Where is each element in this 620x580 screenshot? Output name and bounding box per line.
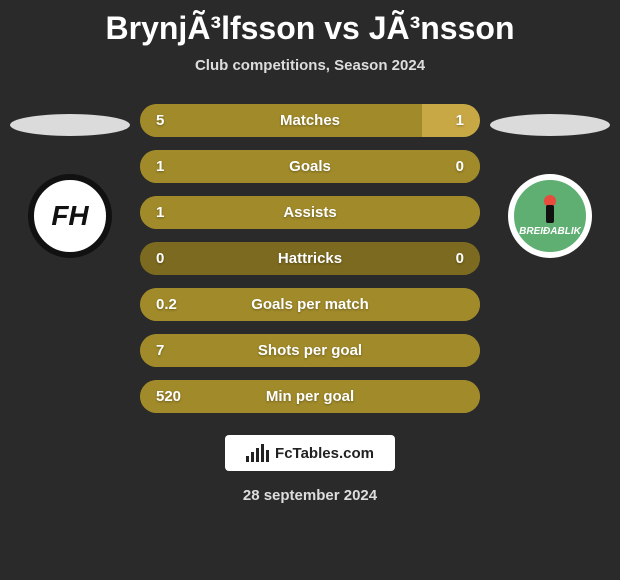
body-row: FH 5 Matches 1 1 Goals 0 1 Assists 0 Hattricks 0 0.… — [10, 104, 610, 413]
stat-label: Assists — [283, 204, 336, 221]
club-logo-right: BREIÐABLIK — [508, 174, 592, 258]
player-silhouette-left — [10, 114, 130, 136]
stat-label: Hattricks — [278, 250, 342, 267]
stat-label: Min per goal — [266, 388, 354, 405]
stat-value-left: 7 — [156, 342, 164, 359]
club-logo-left: FH — [28, 174, 112, 258]
club-abbrev-left: FH — [51, 200, 88, 232]
stat-value-right: 0 — [456, 158, 464, 175]
stats-column: 5 Matches 1 1 Goals 0 1 Assists 0 Hattricks 0 0.2 Go… — [140, 104, 480, 413]
footer-brand-text: FcTables.com — [275, 445, 374, 462]
stat-value-right: 1 — [456, 112, 464, 129]
torch-icon — [540, 195, 560, 223]
stat-bar: 1 Goals 0 — [140, 150, 480, 183]
subtitle: Club competitions, Season 2024 — [10, 57, 610, 74]
stat-value-left: 1 — [156, 204, 164, 221]
bars-icon — [246, 444, 269, 462]
page-title: BrynjÃ³lfsson vs JÃ³nsson — [10, 10, 610, 47]
footer-brand-badge: FcTables.com — [225, 435, 395, 471]
left-player-column: FH — [10, 104, 130, 258]
stat-bar: 5 Matches 1 — [140, 104, 480, 137]
stat-bar: 0.2 Goals per match — [140, 288, 480, 321]
stat-value-left: 0.2 — [156, 296, 177, 313]
stat-label: Shots per goal — [258, 342, 362, 359]
stat-value-right: 0 — [456, 250, 464, 267]
stat-label: Goals per match — [251, 296, 369, 313]
date-text: 28 september 2024 — [10, 487, 610, 504]
stat-label: Matches — [280, 112, 340, 129]
stat-value-left: 520 — [156, 388, 181, 405]
right-player-column: BREIÐABLIK — [490, 104, 610, 258]
stat-value-left: 1 — [156, 158, 164, 175]
stat-bar: 1 Assists — [140, 196, 480, 229]
stat-label: Goals — [289, 158, 331, 175]
comparison-widget: BrynjÃ³lfsson vs JÃ³nsson Club competiti… — [0, 0, 620, 580]
stat-value-left: 0 — [156, 250, 164, 267]
stat-value-left: 5 — [156, 112, 164, 129]
stat-bar: 520 Min per goal — [140, 380, 480, 413]
player-silhouette-right — [490, 114, 610, 136]
stat-fill-right — [422, 104, 480, 137]
stat-bar: 7 Shots per goal — [140, 334, 480, 367]
stat-bar: 0 Hattricks 0 — [140, 242, 480, 275]
club-abbrev-right: BREIÐABLIK — [519, 226, 581, 237]
